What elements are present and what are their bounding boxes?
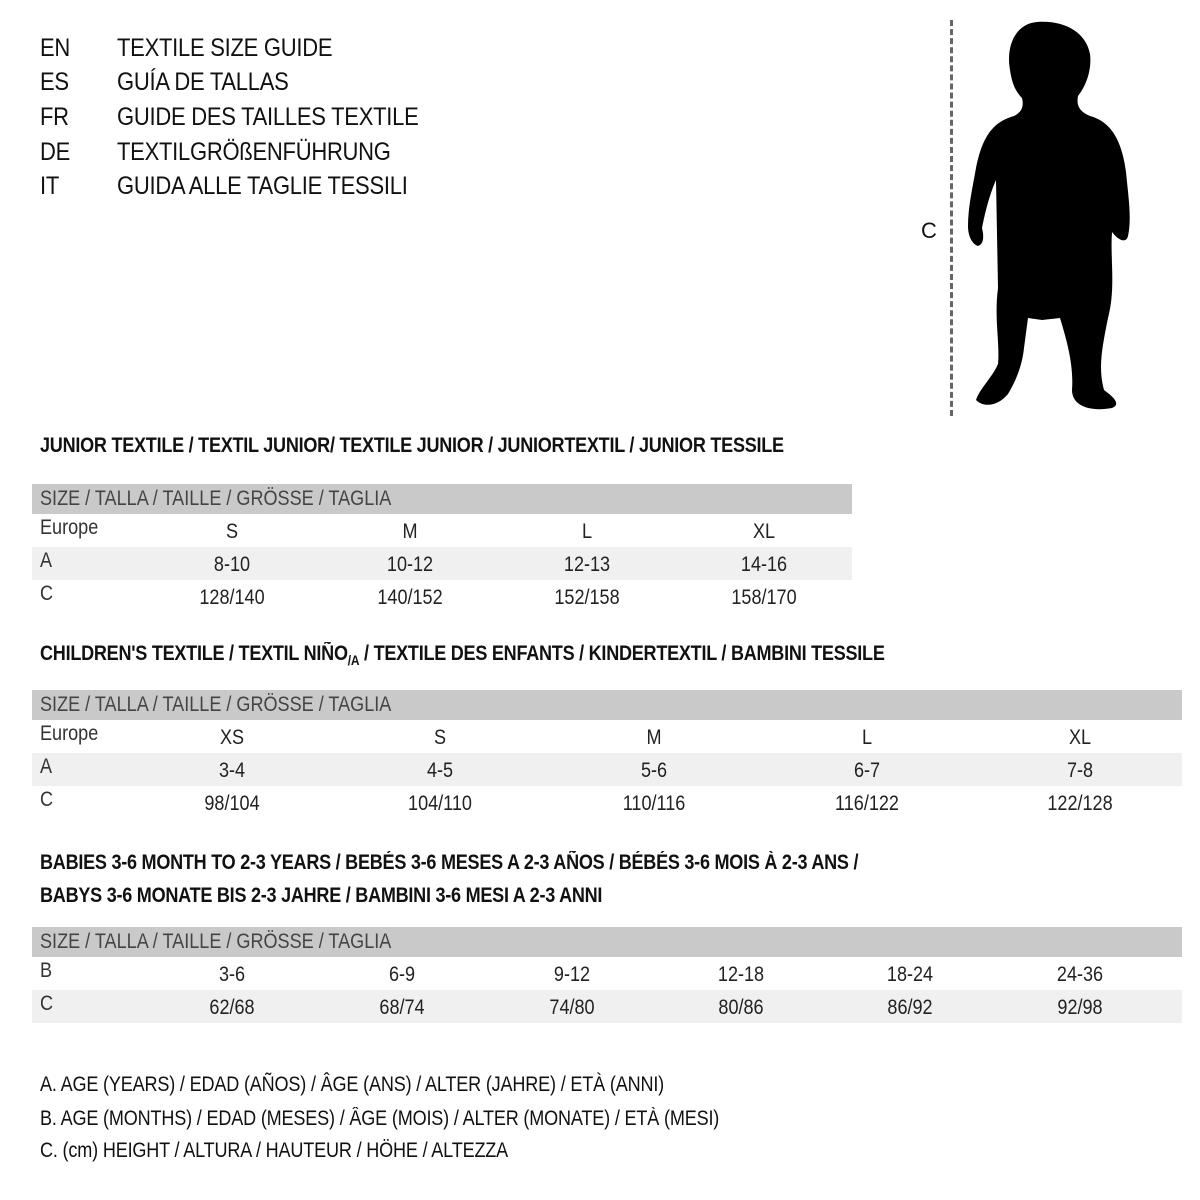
height-measure-line (950, 20, 953, 416)
row-label: C (40, 582, 54, 605)
table-cell: S (433, 726, 447, 749)
row-label: C (40, 992, 54, 1015)
table-cell: 7-8 (1066, 759, 1094, 782)
lang-title: TEXTILGRÖßENFÜHRUNG (117, 138, 391, 166)
table-cell: 152/158 (554, 586, 620, 609)
table-header: SIZE / TALLA / TAILLE / GRÖSSE / TAGLIA (32, 690, 1182, 720)
table-cell: 18-24 (886, 963, 934, 986)
babies-section-title-line1: BABIES 3-6 MONTH TO 2-3 YEARS / BEBÉS 3-… (40, 851, 859, 874)
table-header: SIZE / TALLA / TAILLE / GRÖSSE / TAGLIA (32, 927, 1182, 957)
lang-code: IT (40, 172, 60, 200)
table-cell: 74/80 (549, 996, 595, 1019)
table-cell: M (402, 520, 418, 543)
measure-label: C (921, 218, 937, 243)
child-silhouette-icon (968, 21, 1130, 410)
table-cell: 6-7 (853, 759, 881, 782)
table-cell: 68/74 (379, 996, 425, 1019)
table-cell: 104/110 (408, 792, 472, 815)
table-cell: 12-18 (717, 963, 765, 986)
row-label: A (40, 755, 53, 778)
table-cell: 92/98 (1057, 996, 1103, 1019)
table-cell: S (225, 520, 239, 543)
table-cell: 140/152 (377, 586, 443, 609)
table-cell: 10-12 (386, 553, 434, 576)
lang-title: TEXTILE SIZE GUIDE (117, 34, 333, 62)
table-row: B 3-6 6-9 9-12 12-18 18-24 24-36 (32, 957, 1182, 990)
lang-code: EN (40, 34, 71, 62)
table-cell: 86/92 (887, 996, 933, 1019)
table-row: C 98/104 104/110 110/116 116/122 122/128 (32, 786, 1182, 819)
lang-title: GUÍA DE TALLAS (117, 68, 289, 96)
table-cell: 8-10 (213, 553, 251, 576)
table-header-text: SIZE / TALLA / TAILLE / GRÖSSE / TAGLIA (40, 693, 392, 716)
title-part: / TEXTILE DES ENFANTS / KINDERTEXTIL / B… (359, 642, 885, 665)
table-cell: XL (752, 520, 776, 543)
table-row: C 62/68 68/74 74/80 80/86 86/92 92/98 (32, 990, 1182, 1023)
table-header: SIZE / TALLA / TAILLE / GRÖSSE / TAGLIA (32, 484, 852, 514)
lang-title: GUIDE DES TAILLES TEXTILE (117, 103, 419, 131)
table-cell: M (646, 726, 662, 749)
lang-title: GUIDA ALLE TAGLIE TESSILI (117, 172, 408, 200)
lang-code: FR (40, 103, 69, 131)
children-section-title: CHILDREN'S TEXTILE / TEXTIL NIÑO/A / TEX… (40, 642, 885, 668)
row-label: Europe (40, 722, 99, 745)
table-cell: 24-36 (1056, 963, 1104, 986)
table-cell: 5-6 (640, 759, 668, 782)
children-size-table: SIZE / TALLA / TAILLE / GRÖSSE / TAGLIA … (32, 690, 1182, 819)
table-cell: 12-13 (563, 553, 611, 576)
babies-section-title-line2: BABYS 3-6 MONATE BIS 2-3 JAHRE / BAMBINI… (40, 884, 603, 907)
table-row: C 128/140 140/152 152/158 158/170 (32, 580, 852, 613)
table-row: A 3-4 4-5 5-6 6-7 7-8 (32, 753, 1182, 786)
table-cell: 116/122 (835, 792, 899, 815)
title-part: CHILDREN'S TEXTILE / TEXTIL NIÑO (40, 642, 348, 665)
table-cell: 122/128 (1047, 792, 1113, 815)
table-cell: 80/86 (718, 996, 764, 1019)
table-cell: 3-6 (218, 963, 246, 986)
table-row: A 8-10 10-12 12-13 14-16 (32, 547, 852, 580)
lang-code: DE (40, 138, 71, 166)
table-cell: L (581, 520, 593, 543)
table-cell: XS (219, 726, 245, 749)
table-cell: 14-16 (740, 553, 788, 576)
lang-code: ES (40, 68, 69, 96)
table-cell: 3-4 (218, 759, 246, 782)
table-header-text: SIZE / TALLA / TAILLE / GRÖSSE / TAGLIA (40, 930, 392, 953)
row-label: A (40, 549, 53, 572)
table-header-text: SIZE / TALLA / TAILLE / GRÖSSE / TAGLIA (40, 487, 392, 510)
junior-size-table: SIZE / TALLA / TAILLE / GRÖSSE / TAGLIA … (32, 484, 852, 613)
legend-c: C. (cm) HEIGHT / ALTURA / HAUTEUR / HÖHE… (40, 1139, 509, 1162)
table-cell: 158/170 (731, 586, 797, 609)
table-cell: 62/68 (209, 996, 255, 1019)
table-cell: XL (1068, 726, 1092, 749)
table-cell: 128/140 (199, 586, 265, 609)
table-cell: 98/104 (204, 792, 260, 815)
table-row: Europe XS S M L XL (32, 720, 1182, 753)
table-cell: 6-9 (388, 963, 416, 986)
row-label: B (40, 959, 53, 982)
legend-a: A. AGE (YEARS) / EDAD (AÑOS) / ÂGE (ANS)… (40, 1073, 665, 1096)
row-label: C (40, 788, 54, 811)
table-cell: 4-5 (426, 759, 454, 782)
title-subscript: /A (347, 652, 360, 669)
table-row: Europe S M L XL (32, 514, 852, 547)
table-cell: 110/116 (622, 792, 686, 815)
table-cell: L (861, 726, 873, 749)
legend-b: B. AGE (MONTHS) / EDAD (MESES) / ÂGE (MO… (40, 1107, 720, 1130)
table-cell: 9-12 (553, 963, 591, 986)
row-label: Europe (40, 516, 99, 539)
junior-section-title: JUNIOR TEXTILE / TEXTIL JUNIOR/ TEXTILE … (40, 434, 784, 457)
babies-size-table: SIZE / TALLA / TAILLE / GRÖSSE / TAGLIA … (32, 927, 1182, 1023)
